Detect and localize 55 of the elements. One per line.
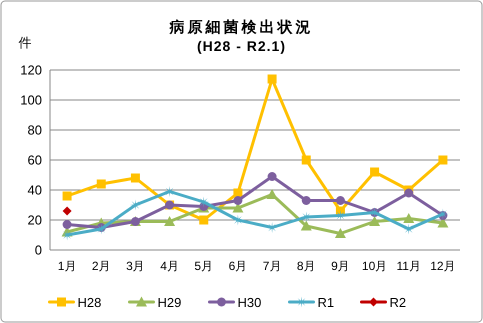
x-tick-label: 10月 — [362, 259, 388, 273]
point — [62, 220, 72, 229]
y-tick-label: 0 — [34, 242, 42, 258]
point — [300, 220, 312, 230]
y-tick-label: 60 — [28, 152, 42, 168]
point — [266, 222, 278, 233]
point — [403, 213, 414, 223]
x-tick-label: 11月 — [396, 259, 421, 273]
y-tick-label: 80 — [28, 122, 42, 138]
point — [62, 192, 72, 200]
point — [266, 189, 278, 199]
legend-label: R1 — [318, 295, 334, 310]
legend-label: H29 — [158, 295, 182, 310]
y-tick-label: 40 — [28, 182, 42, 198]
point — [164, 216, 176, 226]
x-tick-label: 7月 — [262, 259, 282, 273]
x-tick-label: 4月 — [160, 259, 179, 273]
point — [233, 196, 242, 205]
x-tick-label: 3月 — [126, 259, 145, 273]
point — [232, 214, 244, 226]
point — [334, 228, 346, 238]
x-tick-label: 2月 — [92, 259, 111, 273]
legend-label: H30 — [238, 295, 262, 310]
legend-label: R2 — [390, 295, 406, 310]
y-tick-label: 20 — [28, 212, 42, 228]
point — [438, 156, 448, 164]
x-tick-label: 12月 — [430, 259, 456, 273]
chart-subtitle: (H28 - R2.1) — [196, 38, 286, 54]
point — [130, 200, 141, 210]
point — [130, 174, 140, 182]
y-axis-title: 件 — [18, 35, 32, 50]
point — [302, 196, 311, 205]
point — [164, 186, 176, 197]
point — [268, 74, 277, 84]
point — [370, 168, 380, 176]
y-tick-label: 120 — [20, 62, 42, 78]
point — [302, 156, 311, 164]
point — [403, 224, 414, 234]
x-tick-label: 8月 — [296, 259, 316, 273]
point — [369, 216, 380, 226]
point — [198, 196, 210, 208]
point — [62, 206, 72, 216]
legend-label: H28 — [78, 295, 102, 310]
point — [404, 188, 414, 198]
x-tick-label: 6月 — [228, 259, 248, 273]
x-tick-label: 5月 — [194, 259, 214, 273]
x-tick-label: 1月 — [58, 259, 76, 273]
y-tick-label: 100 — [20, 92, 42, 108]
x-tick-label: 9月 — [331, 259, 350, 273]
point — [96, 180, 106, 188]
point — [336, 196, 345, 205]
chart-title: 病原細菌検出状況 — [168, 19, 314, 36]
point — [268, 172, 277, 181]
point — [437, 208, 448, 220]
point — [199, 216, 208, 224]
